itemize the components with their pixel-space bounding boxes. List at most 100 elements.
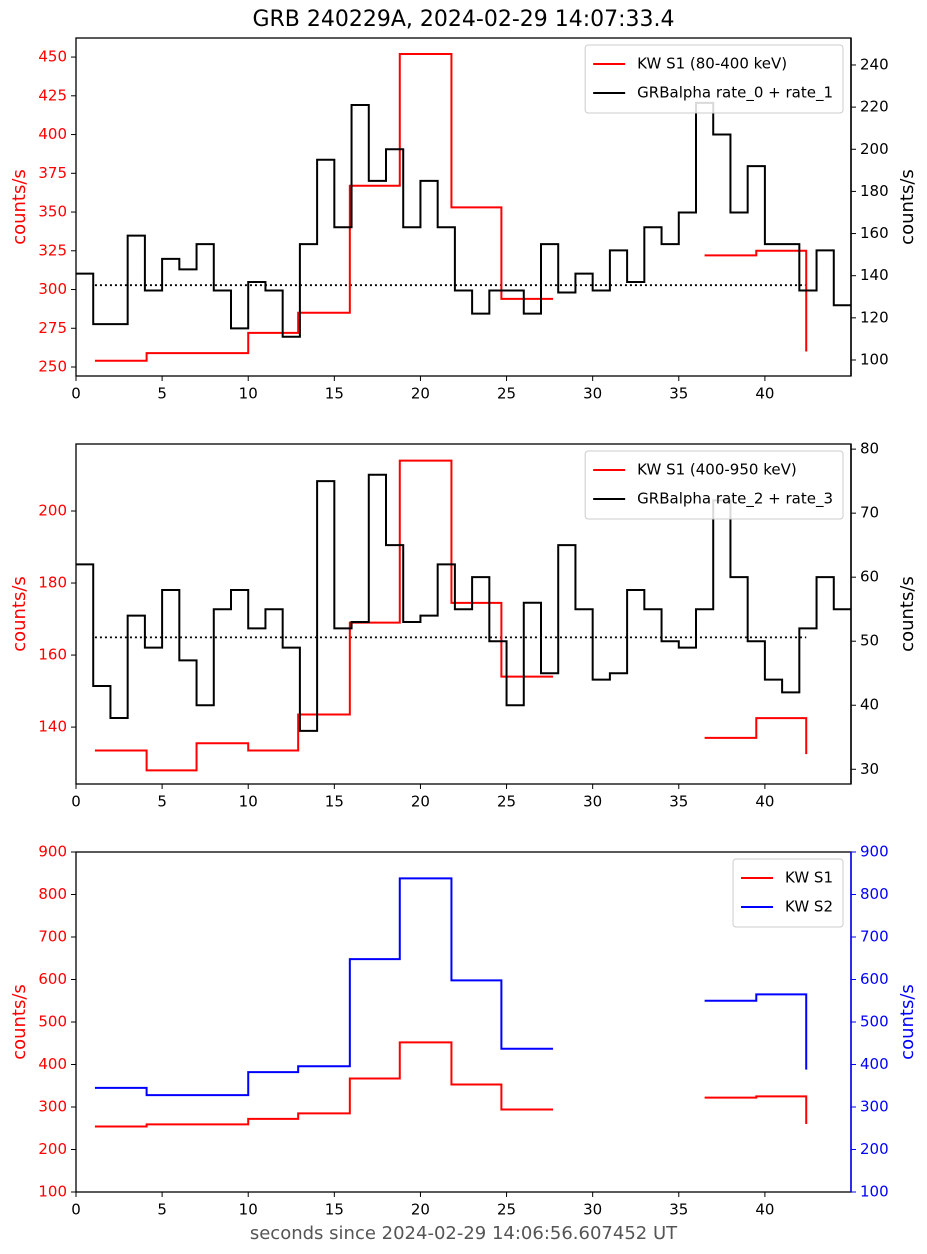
panel: 0 5 10 15 20 25 30 35 40 100 200 300 400 500 600 700 800… [9,843,918,1219]
x-tick-label: 0 [71,1201,81,1219]
y-axis-label: counts/s [9,169,30,245]
x-tick-label: 35 [669,1201,688,1219]
x-tick-label: 10 [239,793,258,811]
x-tick-label: 10 [239,385,258,403]
y2-tick-label: 600 [860,970,889,988]
step-line [94,1041,808,1128]
x-tick-label: 40 [755,385,774,403]
y-tick-label: 800 [38,885,67,903]
legend-label: GRBalpha rate_0 + rate_1 [637,84,833,103]
legend: KW S1 (400-950 keV) GRBalpha rate_2 + rat… [584,450,844,520]
y-tick-label: 350 [38,203,67,221]
legend-label: KW S1 (80-400 keV) [637,55,787,73]
x-tick-label: 35 [669,793,688,811]
y2-tick-label: 240 [860,55,889,73]
y2-tick-label: 100 [860,1183,889,1201]
y2-tick-label: 180 [860,182,889,200]
y-tick-label: 700 [38,928,67,946]
y2-tick-label: 50 [860,632,879,650]
y2-axis-label: counts/s [897,984,918,1060]
x-tick-label: 30 [583,385,602,403]
y2-tick-label: 40 [860,696,879,714]
legend-box [732,858,844,928]
panel: 0 5 10 15 20 25 30 35 40 250 275 300 325 350 375 400 425… [9,37,918,403]
y-tick-label: 500 [38,1013,67,1031]
y2-axis-label: counts/s [897,576,918,652]
y2-tick-label: 100 [860,350,889,368]
chart-title: GRB 240229A, 2024-02-29 14:07:33.4 [252,7,674,32]
y2-tick-label: 200 [860,140,889,158]
y-tick-label: 250 [38,358,67,376]
x-tick-label: 0 [71,385,81,403]
x-tick-label: 0 [71,793,81,811]
y-tick-label: 425 [38,86,67,104]
step-line [76,101,851,338]
x-tick-label: 5 [157,1201,167,1219]
step-line [94,459,808,772]
x-tick-label: 40 [755,793,774,811]
y-axis-label: counts/s [9,984,30,1060]
y-tick-label: 200 [38,1140,67,1158]
y2-tick-label: 220 [860,98,889,116]
x-tick-label: 25 [497,1201,516,1219]
y2-tick-label: 200 [860,1140,889,1158]
y-tick-label: 100 [38,1183,67,1201]
y2-tick-label: 60 [860,568,879,586]
x-tick-label: 5 [157,793,167,811]
step-line [94,877,808,1097]
x-tick-label: 30 [583,793,602,811]
x-tick-label: 15 [325,1201,344,1219]
y-tick-label: 900 [38,843,67,861]
y-tick-label: 400 [38,125,67,143]
x-tick-label: 35 [669,385,688,403]
y2-tick-label: 160 [860,224,889,242]
x-tick-label: 25 [497,793,516,811]
y-tick-label: 450 [38,48,67,66]
y-tick-label: 160 [38,646,67,664]
y-tick-label: 200 [38,501,67,519]
y2-tick-label: 30 [860,760,879,778]
x-tick-label: 15 [325,793,344,811]
x-tick-label: 20 [411,793,430,811]
y2-tick-label: 900 [860,843,889,861]
legend-label: KW S1 [785,869,833,887]
y-tick-label: 300 [38,1098,67,1116]
y2-tick-label: 700 [860,928,889,946]
y2-tick-label: 400 [860,1055,889,1073]
y-tick-label: 400 [38,1055,67,1073]
y2-tick-label: 140 [860,266,889,284]
x-tick-label: 10 [239,1201,258,1219]
legend-label: KW S1 (400-950 keV) [637,461,797,479]
x-tick-label: 5 [157,385,167,403]
y2-axis-label: counts/s [897,169,918,245]
legend-label: GRBalpha rate_2 + rate_3 [637,490,833,509]
y2-tick-label: 120 [860,308,889,326]
y-tick-label: 140 [38,718,67,736]
y2-tick-label: 80 [860,440,879,458]
legend-box [584,450,844,520]
x-tick-label: 20 [411,385,430,403]
x-axis-label: seconds since 2024-02-29 14:06:56.607452… [250,1223,678,1244]
legend: KW S1 (80-400 keV) GRBalpha rate_0 + rate… [584,44,844,114]
y-tick-label: 600 [38,970,67,988]
y-axis-label: counts/s [9,576,30,652]
y-tick-label: 180 [38,574,67,592]
x-tick-label: 40 [755,1201,774,1219]
x-tick-label: 15 [325,385,344,403]
y2-tick-label: 70 [860,504,879,522]
legend-label: KW S2 [785,898,833,916]
y2-tick-label: 300 [860,1098,889,1116]
y-tick-label: 325 [38,241,67,259]
y-tick-label: 275 [38,319,67,337]
panel: 0 5 10 15 20 25 30 35 40 140 160 180 200 30 40 50 60 70 80… [9,440,918,811]
y-tick-label: 375 [38,164,67,182]
x-tick-label: 30 [583,1201,602,1219]
y-tick-label: 300 [38,280,67,298]
y2-tick-label: 800 [860,885,889,903]
step-line [94,52,808,362]
x-tick-label: 20 [411,1201,430,1219]
x-tick-label: 25 [497,385,516,403]
legend-box [584,44,844,114]
legend: KW S1 KW S2 [732,858,844,928]
